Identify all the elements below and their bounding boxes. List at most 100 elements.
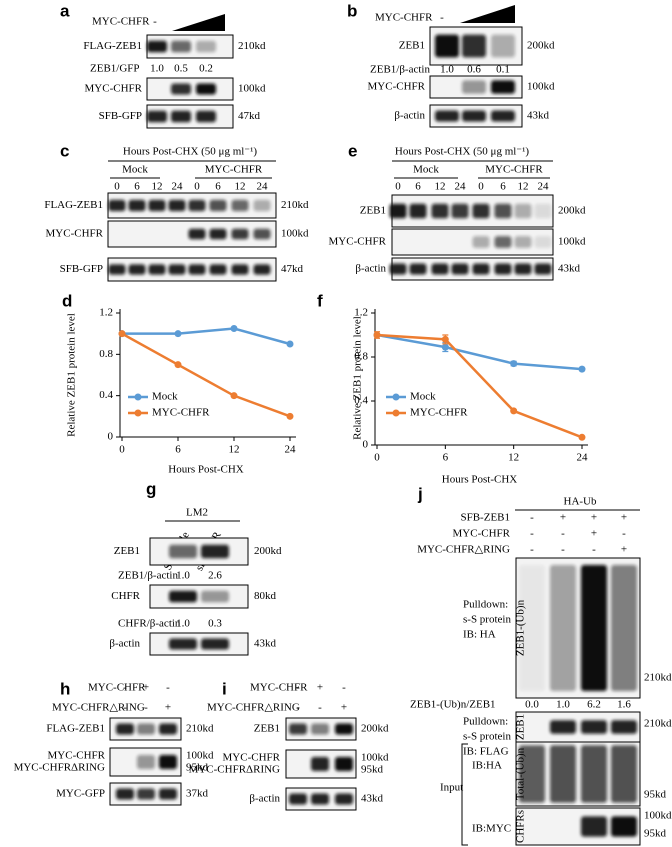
size-label: 95kd	[644, 828, 667, 840]
band	[514, 203, 532, 219]
band	[611, 745, 637, 803]
band	[289, 793, 307, 805]
x-axis-label: Hours Post-CHX	[168, 464, 244, 476]
series-line	[122, 327, 291, 346]
target-label: Total-(Ub)n	[515, 747, 527, 800]
band	[611, 565, 637, 691]
size-label: 100kd	[527, 81, 555, 93]
band	[550, 720, 576, 734]
point	[441, 343, 449, 351]
blot-label: MYC-CHFRΔRING	[189, 764, 280, 776]
x-tick-label: 0	[374, 452, 380, 464]
y-tick-label: 0.4	[354, 395, 368, 407]
y-tick-label: 0.4	[99, 389, 113, 401]
point	[230, 325, 238, 332]
blot-label: MYC-CHFR	[48, 750, 106, 762]
lane-sign: -	[318, 702, 322, 714]
legend-marker	[392, 409, 400, 417]
y-axis-label: Relative ZEB1 protein level	[66, 313, 78, 437]
legend-marker	[392, 393, 400, 401]
blot	[149, 584, 249, 609]
band	[335, 757, 353, 771]
quant-value: 2.6	[208, 570, 222, 582]
size-label: 95kd	[186, 762, 209, 774]
lane-sign: +	[165, 702, 171, 714]
header: Hours Post-CHX (50 μg ml⁻¹)	[123, 146, 258, 158]
band	[159, 788, 177, 800]
band	[116, 723, 134, 735]
quant-label: ZEB1/β-actin	[370, 64, 430, 76]
band	[335, 723, 353, 735]
quant-value: 1.0	[176, 570, 190, 582]
blot	[149, 632, 249, 656]
band	[311, 757, 329, 771]
band	[494, 236, 512, 248]
band	[435, 34, 459, 58]
point	[118, 330, 126, 338]
lane-label: 0	[194, 181, 200, 193]
treatment-label: MYC-CHFR	[92, 16, 150, 28]
point	[373, 331, 381, 339]
point	[230, 392, 238, 400]
band	[137, 788, 155, 800]
legend-marker	[134, 393, 142, 401]
lane-label: 6	[134, 181, 140, 193]
lane-label: 0	[114, 181, 120, 193]
condition-label: MYC-CHFR	[453, 528, 511, 540]
legend-label: MYC-CHFR	[410, 407, 468, 419]
size-label: 210kd	[186, 723, 214, 735]
band	[159, 755, 177, 769]
method-label: IB: FLAG	[463, 746, 509, 758]
treatment-label: MYC-CHFR	[375, 12, 433, 24]
group-label: Mock	[122, 164, 148, 176]
band	[137, 723, 155, 735]
lane-sign: -	[296, 682, 300, 694]
panel-letter: b	[347, 1, 357, 20]
size-label: 100kd	[281, 228, 309, 240]
lane-label: 24	[172, 181, 184, 193]
lane-sign: -	[530, 528, 534, 540]
band	[231, 228, 249, 240]
dose-wedge	[460, 5, 515, 23]
lane-sign: -	[440, 12, 444, 24]
condition-label: MYC-CHFR	[250, 682, 308, 694]
y-tick-label: 0	[108, 431, 114, 443]
panel-letter: j	[417, 484, 423, 503]
band	[147, 110, 167, 123]
method-label: IB:MYC	[472, 823, 511, 835]
band	[231, 199, 249, 212]
blot-label: MYC-CHFR	[368, 81, 426, 93]
size-label: 100kd	[238, 83, 266, 95]
lane-label: 12	[435, 181, 446, 193]
panel-letter: e	[348, 141, 357, 160]
band	[148, 264, 166, 275]
band	[581, 816, 607, 837]
band	[168, 264, 186, 275]
lane-label: 12	[235, 181, 246, 193]
blot-label: ZEB1	[114, 545, 140, 557]
panel-letter: f	[317, 291, 323, 310]
header: Hours Post-CHX (50 μg ml⁻¹)	[395, 146, 530, 158]
target-label: ZEB1-(Ub)n	[515, 599, 527, 656]
quant-label: ZEB1/β-actin	[118, 570, 178, 582]
band	[201, 590, 229, 603]
band	[435, 110, 459, 122]
bracket	[461, 743, 468, 846]
lane-sign: +	[621, 544, 627, 556]
band	[519, 565, 545, 691]
blot-label: MYC-GFP	[56, 788, 105, 800]
band	[209, 264, 227, 275]
band	[431, 203, 449, 219]
band	[116, 788, 134, 800]
size-label: 100kd	[558, 236, 586, 248]
band	[253, 199, 271, 212]
size-label: 37kd	[186, 788, 209, 800]
panel-letter: c	[60, 141, 69, 160]
x-axis-label: Hours Post-CHX	[442, 474, 518, 486]
lane-sign: -	[530, 544, 534, 556]
lane-sign: -	[342, 682, 346, 694]
point	[286, 340, 294, 348]
input-label: Input	[440, 782, 463, 794]
size-label: 200kd	[361, 723, 389, 735]
